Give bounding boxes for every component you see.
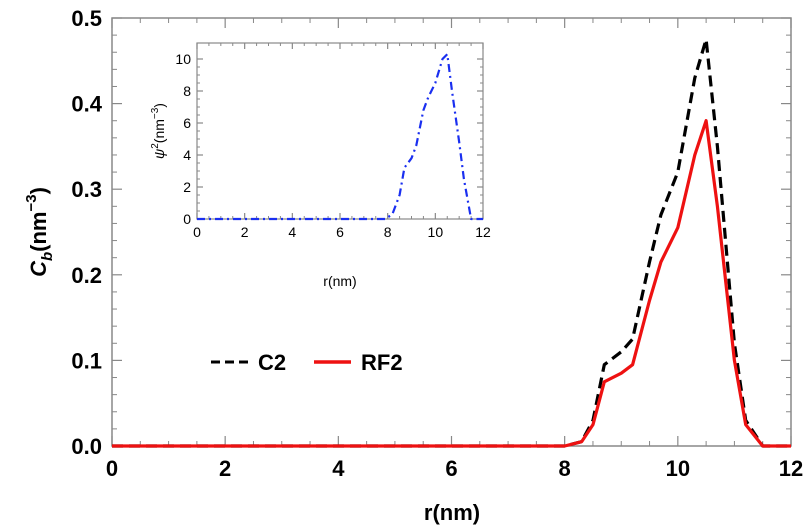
legend: C2 RF2	[211, 350, 403, 375]
main-tick-labels: 0 2 4 6 8 10 12 0.0 0.1 0.2 0.3 0.4 0.5	[71, 6, 803, 481]
main-x-tick-label: 12	[779, 456, 803, 481]
main-ticks	[111, 17, 792, 447]
inset-x-axis-title: r(nm)	[323, 273, 356, 289]
inset-x-tick-label: 2	[241, 224, 249, 240]
inset-y-axis-title: ψ2(nm−3)	[150, 103, 167, 159]
inset-y-tick-label: 0	[183, 211, 191, 227]
legend-label-c2: C2	[258, 350, 286, 375]
inset-y-tick-label: 10	[175, 51, 191, 67]
inset-series	[197, 53, 483, 221]
main-x-tick-label: 4	[332, 456, 345, 481]
main-y-axis-title: Cb(nm−3)	[23, 187, 56, 277]
inset-x-tick-label: 6	[336, 224, 344, 240]
main-x-tick-label: 2	[219, 456, 231, 481]
inset-ticks	[196, 43, 484, 220]
main-y-tick-label: 0.3	[71, 177, 102, 202]
main-y-tick-label: 0.0	[71, 434, 102, 459]
inset-y-tick-label: 8	[183, 83, 191, 99]
main-y-tick-label: 0.1	[71, 348, 102, 373]
inset-y-tick-label: 6	[183, 115, 191, 131]
inset-series-0-line	[197, 53, 483, 221]
inset-x-tick-label: 4	[288, 224, 296, 240]
inset-tick-labels: 0 2 4 6 8 10 12 0 2 4 6 8 10	[175, 51, 491, 240]
inset-x-tick-label: 8	[384, 224, 392, 240]
inset-x-tick-label: 12	[475, 224, 491, 240]
inset-y-tick-label: 4	[183, 147, 191, 163]
main-y-tick-label: 0.5	[71, 6, 102, 31]
inset-x-tick-label: 0	[193, 224, 201, 240]
main-y-tick-label: 0.4	[71, 92, 102, 117]
main-series-rf2-line	[112, 119, 791, 448]
main-x-tick-label: 0	[106, 456, 118, 481]
main-x-axis-title: r(nm)	[424, 500, 480, 525]
inset-x-tick-label: 10	[428, 224, 444, 240]
inset-y-tick-label: 2	[183, 179, 191, 195]
main-y-tick-label: 0.2	[71, 263, 102, 288]
inset-background	[197, 43, 483, 219]
main-x-tick-label: 8	[559, 456, 571, 481]
main-series	[112, 37, 791, 448]
main-x-tick-label: 6	[445, 456, 457, 481]
main-x-tick-label: 10	[666, 456, 690, 481]
legend-label-rf2: RF2	[361, 350, 403, 375]
